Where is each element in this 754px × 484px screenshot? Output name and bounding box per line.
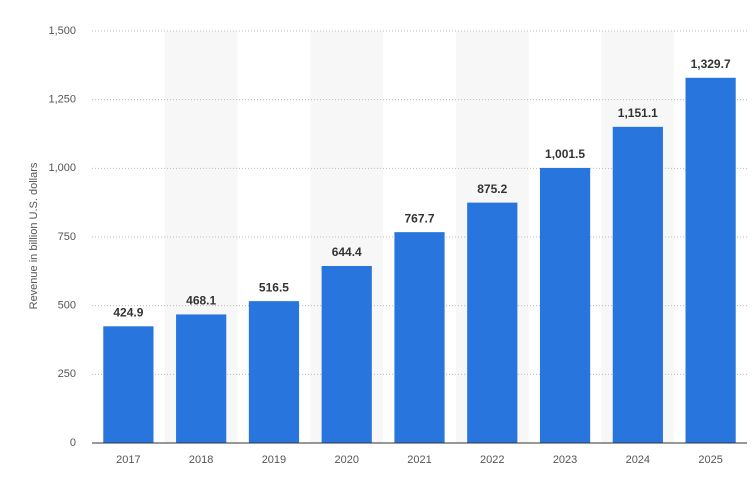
x-tick-label: 2024 [626, 454, 650, 466]
y-tick-label: 0 [70, 437, 76, 449]
value-label: 875.2 [477, 182, 507, 196]
bar [176, 314, 227, 443]
bar [321, 266, 372, 443]
value-label: 468.1 [186, 294, 216, 308]
y-tick-label: 250 [58, 368, 76, 380]
y-axis-title: Revenue in billion U.S. dollars [28, 162, 40, 309]
bar [248, 301, 300, 443]
y-tick-label: 1,250 [48, 94, 76, 106]
x-tick-label: 2021 [407, 454, 431, 466]
x-tick-label: 2018 [189, 454, 213, 466]
x-tick-label: 2019 [262, 454, 286, 466]
bar [685, 77, 736, 444]
value-label: 516.5 [259, 280, 289, 294]
x-tick-label: 2025 [698, 454, 722, 466]
value-label: 1,329.7 [691, 57, 731, 71]
bar [612, 126, 663, 443]
value-label: 767.7 [404, 211, 434, 225]
bar [467, 202, 518, 443]
bar [394, 232, 445, 443]
value-label: 1,151.1 [618, 106, 658, 120]
bar [103, 326, 154, 443]
x-tick-label: 2017 [116, 454, 140, 466]
y-tick-label: 500 [58, 300, 76, 312]
x-tick-label: 2022 [480, 454, 504, 466]
value-label: 424.9 [113, 305, 143, 319]
x-tick-label: 2023 [553, 454, 577, 466]
bar [539, 167, 591, 443]
y-tick-label: 750 [58, 231, 76, 243]
value-label: 644.4 [332, 245, 362, 259]
y-tick-label: 1,000 [48, 162, 76, 174]
value-label: 1,001.5 [545, 147, 585, 161]
y-tick-label: 1,500 [48, 25, 76, 37]
x-tick-label: 2020 [334, 454, 358, 466]
